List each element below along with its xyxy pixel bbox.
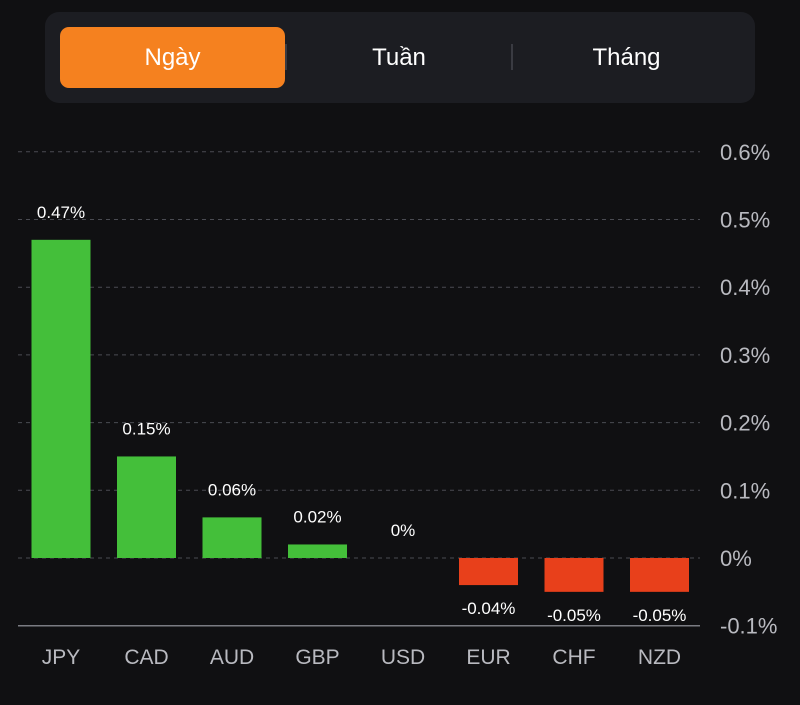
bar-value-label: 0.02% [293, 507, 341, 526]
bar-value-label: 0.15% [122, 419, 170, 438]
bar-value-label: 0.06% [208, 480, 256, 499]
x-tick-label: USD [381, 646, 425, 669]
bar [288, 544, 347, 558]
bar [117, 456, 176, 558]
bar-value-label: -0.04% [462, 599, 516, 618]
y-tick-label: 0.1% [720, 478, 770, 503]
tab-day[interactable]: Ngày [60, 27, 285, 88]
tab-divider [285, 44, 287, 70]
x-tick-label: NZD [638, 646, 681, 669]
y-tick-label: 0.2% [720, 411, 770, 436]
y-tick-label: -0.1% [720, 614, 777, 639]
bar-value-label: -0.05% [633, 606, 687, 625]
tab-divider [511, 44, 513, 70]
x-tick-label: GBP [295, 646, 339, 669]
period-segmented-control: Ngày Tuần Tháng [45, 12, 755, 103]
bar [544, 558, 604, 592]
bar-value-label: 0.47% [37, 203, 85, 222]
y-tick-label: 0% [720, 546, 752, 571]
x-tick-label: JPY [42, 646, 81, 669]
y-tick-label: 0.4% [720, 275, 770, 300]
bar [202, 517, 262, 558]
y-tick-label: 0.5% [720, 208, 770, 233]
y-tick-label: 0.6% [720, 140, 770, 165]
bar-value-label: -0.05% [547, 606, 601, 625]
x-tick-label: CAD [124, 646, 168, 669]
x-tick-label: CHF [552, 646, 595, 669]
tab-month[interactable]: Tháng [513, 27, 740, 88]
y-tick-label: 0.3% [720, 343, 770, 368]
bar [31, 239, 91, 558]
bar-value-label: 0% [391, 521, 416, 540]
x-tick-label: EUR [466, 646, 510, 669]
bar [459, 558, 518, 586]
tab-week[interactable]: Tuần [287, 27, 511, 88]
bar [630, 558, 689, 592]
x-tick-label: AUD [210, 646, 254, 669]
